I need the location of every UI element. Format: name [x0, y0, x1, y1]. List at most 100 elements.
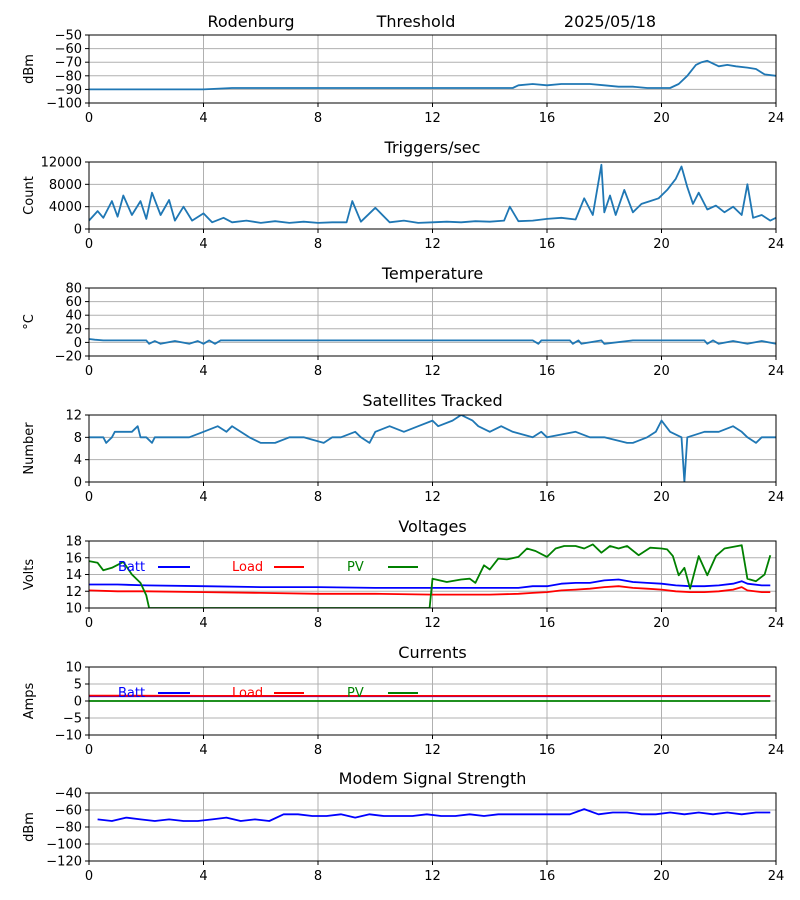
series-line — [89, 163, 776, 224]
x-tick-label: 8 — [314, 237, 322, 252]
x-tick-label: 16 — [539, 364, 556, 379]
x-tick-label: 4 — [199, 616, 207, 631]
gridlines — [88, 414, 777, 483]
y-tick-label: −90 — [55, 83, 82, 98]
y-tick-label: 14 — [65, 568, 82, 583]
x-tick-label: 16 — [539, 237, 556, 252]
x-tick-label: 4 — [199, 237, 207, 252]
x-tick-label: 20 — [653, 869, 670, 884]
header-date: 2025/05/18 — [564, 12, 656, 31]
x-tick-label: 20 — [653, 364, 670, 379]
x-tick-label: 24 — [768, 490, 785, 505]
y-tick-label: 12 — [65, 585, 82, 600]
gridlines — [88, 540, 777, 609]
y-tick-label: −70 — [55, 56, 82, 71]
x-tick-label: 0 — [85, 869, 93, 884]
chart-title: Temperature — [381, 264, 483, 283]
panel-modem: 0 4 8 12 16 20 24 −120 −100 −80 −60 −40 dBm Modem Sig… — [22, 769, 784, 884]
legend-label-batt: Batt — [118, 560, 145, 575]
x-tick-label: 8 — [314, 490, 322, 505]
y-axis-label: Volts — [22, 559, 37, 591]
x-tick-label: 0 — [85, 237, 93, 252]
x-tick-label: 16 — [539, 490, 556, 505]
y-tick-label: 8000 — [49, 178, 82, 193]
x-tick-label: 4 — [199, 111, 207, 126]
y-tick-label: 10 — [65, 661, 82, 676]
x-tick-label: 16 — [539, 111, 556, 126]
y-tick-label: 5 — [74, 678, 82, 693]
y-tick-label: −50 — [55, 29, 82, 44]
x-tick-label: 12 — [424, 364, 441, 379]
x-tick-label: 4 — [199, 490, 207, 505]
chart-title: Modem Signal Strength — [339, 769, 527, 788]
header-station: Rodenburg — [207, 12, 294, 31]
x-tick-label: 12 — [424, 743, 441, 758]
y-tick-label: 16 — [65, 551, 82, 566]
x-tick-label: 4 — [199, 869, 207, 884]
y-tick-label: 80 — [65, 282, 82, 297]
x-tick-label: 24 — [768, 237, 785, 252]
gridlines — [88, 287, 777, 357]
y-tick-label: −100 — [46, 97, 82, 112]
gridlines — [88, 792, 777, 862]
y-tick-label: −80 — [55, 821, 82, 836]
series-group — [89, 338, 776, 345]
y-tick-label: 12000 — [41, 156, 82, 171]
y-tick-label: −20 — [55, 350, 82, 365]
series-line-pv — [89, 543, 772, 608]
x-tick-label: 16 — [539, 743, 556, 758]
y-tick-label: 0 — [74, 476, 82, 491]
panel-triggers: 0 4 8 12 16 20 24 0 4000 8000 12000 Count Triggers/s… — [22, 138, 784, 252]
x-tick-label: 8 — [314, 364, 322, 379]
y-tick-label: 20 — [65, 322, 82, 337]
panel-satellites: 0 4 8 12 16 20 24 0 4 8 12 Number Satellites Tracked — [22, 391, 784, 505]
x-tick-label: 12 — [424, 111, 441, 126]
header-mode: Threshold — [376, 12, 456, 31]
series-group — [97, 808, 771, 822]
y-axis-label: Amps — [22, 682, 37, 719]
y-axis-label: dBm — [22, 812, 37, 842]
chart-title: Voltages — [398, 517, 466, 536]
x-tick-label: 20 — [653, 743, 670, 758]
y-tick-label: 10 — [65, 602, 82, 617]
y-axis-label: dBm — [22, 54, 37, 84]
x-tick-label: 20 — [653, 616, 670, 631]
series-line — [97, 808, 771, 822]
series-group — [89, 163, 776, 224]
x-tick-label: 20 — [653, 490, 670, 505]
x-tick-label: 20 — [653, 237, 670, 252]
legend-label-load: Load — [232, 686, 263, 701]
x-tick-label: 12 — [424, 237, 441, 252]
chart-title: Triggers/sec — [384, 138, 481, 157]
series-group — [89, 59, 776, 91]
series-line — [89, 59, 776, 91]
x-tick-label: 24 — [768, 743, 785, 758]
y-tick-label: −80 — [55, 69, 82, 84]
y-tick-label: 8 — [74, 431, 82, 446]
x-tick-label: 24 — [768, 616, 785, 631]
y-tick-label: −60 — [55, 42, 82, 57]
y-tick-label: −10 — [55, 729, 82, 744]
legend-label-batt: Batt — [118, 686, 145, 701]
y-axis-label: Count — [22, 176, 37, 215]
chart-title: Satellites Tracked — [362, 391, 502, 410]
x-tick-label: 0 — [85, 490, 93, 505]
series-line-load — [89, 585, 771, 596]
series-line — [89, 338, 776, 345]
x-tick-label: 12 — [424, 490, 441, 505]
y-tick-label: −60 — [55, 804, 82, 819]
y-tick-label: 12 — [65, 409, 82, 424]
x-tick-label: 0 — [85, 743, 93, 758]
x-tick-label: 0 — [85, 364, 93, 379]
figure-header: Rodenburg Threshold 2025/05/18 — [207, 12, 656, 31]
x-tick-label: 8 — [314, 616, 322, 631]
panel-threshold: 0 4 8 12 16 20 24 −100−90−80−70−60−50 dBm — [22, 29, 784, 127]
y-tick-label: −100 — [46, 838, 82, 853]
x-tick-label: 0 — [85, 111, 93, 126]
y-tick-label: 60 — [65, 295, 82, 310]
x-tick-label: 8 — [314, 111, 322, 126]
y-tick-label: 18 — [65, 535, 82, 550]
y-tick-label: −120 — [46, 855, 82, 870]
x-tick-label: 20 — [653, 111, 670, 126]
